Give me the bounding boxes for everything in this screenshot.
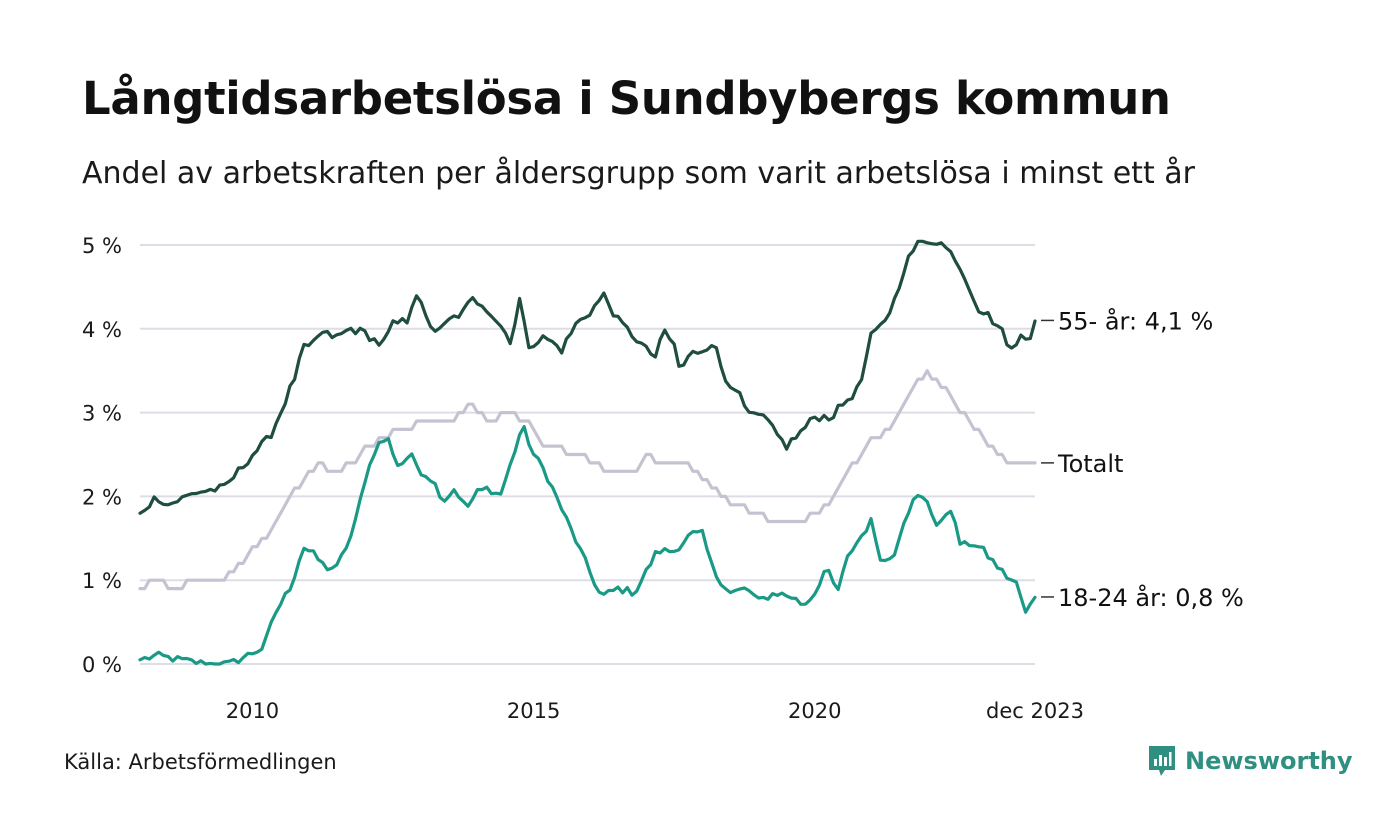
x-tick-label: 2020: [788, 699, 841, 723]
series-end-label: Totalt: [1057, 450, 1123, 478]
x-axis-labels: 2010 2015 2020 dec 2023: [226, 699, 1084, 723]
x-tick-label: 2010: [226, 699, 279, 723]
newsworthy-icon: [1149, 746, 1175, 776]
source-note: Källa: Arbetsförmedlingen: [64, 750, 337, 774]
series-line-55-r: [138, 239, 1037, 515]
y-tick-label: 0 %: [82, 653, 122, 677]
series-line-18-24-r: [138, 425, 1037, 666]
series-line-totalt: [138, 369, 1037, 591]
x-tick-label: 2015: [507, 699, 560, 723]
series-end-label: 18-24 år: 0,8 %: [1058, 583, 1244, 612]
chart-subtitle: Andel av arbetskraften per åldersgrupp s…: [82, 156, 1195, 191]
y-axis-labels: 0 % 1 % 2 % 3 % 4 % 5 %: [82, 234, 122, 677]
brand-logo[interactable]: Newsworthy: [1147, 744, 1353, 778]
series-end-label: 55- år: 4,1 %: [1058, 306, 1213, 335]
series-lines: [138, 239, 1037, 666]
y-tick-label: 4 %: [82, 318, 122, 342]
chart-title: Långtidsarbetslösa i Sundbybergs kommun: [82, 72, 1171, 125]
y-tick-label: 1 %: [82, 569, 122, 593]
x-tick-label: dec 2023: [986, 699, 1084, 723]
brand-name: Newsworthy: [1185, 747, 1353, 775]
grid-lines: [140, 244, 1035, 665]
y-tick-label: 3 %: [82, 402, 122, 426]
y-tick-label: 5 %: [82, 234, 122, 258]
y-tick-label: 2 %: [82, 485, 122, 509]
series-end-labels: 55- år: 4,1 % Totalt 18-24 år: 0,8 %: [1041, 306, 1244, 612]
